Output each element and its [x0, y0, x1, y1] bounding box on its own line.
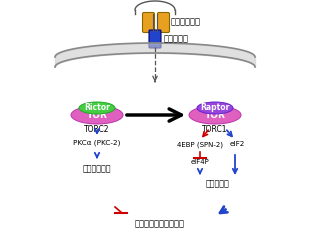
Text: TOR: TOR — [204, 110, 225, 120]
Text: PKCα (PKC-2): PKCα (PKC-2) — [73, 140, 121, 146]
Ellipse shape — [71, 106, 123, 124]
Text: TORC2: TORC2 — [84, 125, 110, 134]
Text: プレキシン: プレキシン — [164, 35, 189, 43]
Text: 適切な細胞の形づくり: 適切な細胞の形づくり — [135, 219, 185, 228]
Text: 蛋白質翻訳: 蛋白質翻訳 — [206, 179, 230, 188]
FancyBboxPatch shape — [142, 12, 155, 32]
FancyBboxPatch shape — [149, 30, 161, 48]
Text: TOR: TOR — [87, 110, 108, 120]
Text: 4EBP (SPN-2): 4EBP (SPN-2) — [177, 141, 223, 148]
FancyBboxPatch shape — [157, 12, 170, 32]
Ellipse shape — [79, 102, 115, 114]
Ellipse shape — [189, 106, 241, 124]
Text: アクチン重合: アクチン重合 — [83, 164, 111, 173]
Text: TORC1: TORC1 — [202, 125, 228, 134]
Text: eIF2: eIF2 — [229, 141, 245, 147]
Text: Raptor: Raptor — [200, 103, 230, 113]
Text: eIF4P: eIF4P — [191, 159, 209, 165]
Ellipse shape — [197, 102, 233, 114]
Text: Rictor: Rictor — [84, 103, 110, 113]
Text: セマフォリン: セマフォリン — [171, 18, 201, 26]
